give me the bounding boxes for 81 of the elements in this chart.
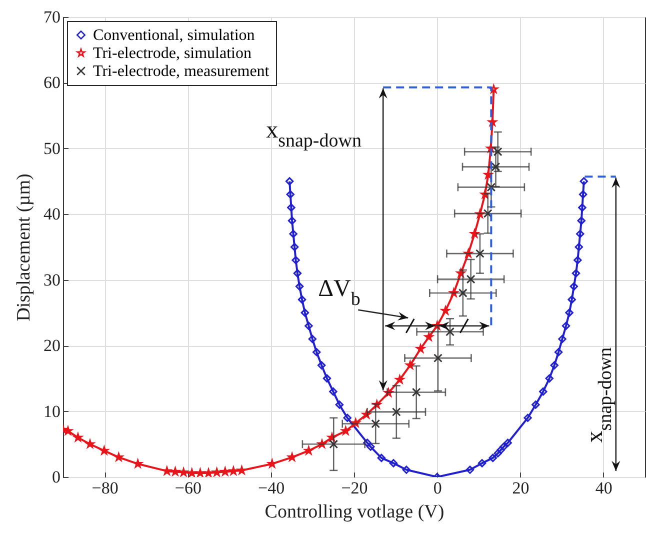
legend-label: Tri-electrode, simulation bbox=[93, 45, 252, 62]
point bbox=[412, 388, 421, 397]
x-tick-label: 20 bbox=[512, 478, 530, 498]
point bbox=[308, 334, 317, 344]
point bbox=[363, 438, 372, 447]
point bbox=[539, 387, 548, 396]
point bbox=[578, 190, 588, 199]
point bbox=[295, 282, 304, 291]
point bbox=[312, 348, 321, 356]
point bbox=[572, 269, 580, 278]
point bbox=[488, 454, 497, 462]
point bbox=[392, 407, 401, 416]
point bbox=[304, 322, 313, 330]
point bbox=[524, 414, 532, 422]
legend-label: Conventional, simulation bbox=[93, 27, 255, 44]
point bbox=[577, 216, 586, 225]
point bbox=[300, 308, 310, 317]
y-tick-label: 70 bbox=[44, 8, 60, 26]
point bbox=[578, 203, 586, 212]
x-tick-label: 0 bbox=[433, 478, 442, 498]
point bbox=[570, 282, 578, 291]
point bbox=[343, 414, 352, 422]
x-tick-label: −60 bbox=[174, 478, 202, 498]
point bbox=[580, 177, 588, 186]
point bbox=[558, 334, 566, 344]
y-tick-label: 10 bbox=[44, 402, 60, 421]
point bbox=[532, 400, 540, 409]
point bbox=[335, 400, 344, 409]
point bbox=[550, 361, 558, 370]
point bbox=[458, 288, 468, 298]
point bbox=[562, 322, 570, 330]
point bbox=[290, 242, 299, 252]
point bbox=[476, 249, 484, 258]
point bbox=[371, 419, 380, 428]
point bbox=[288, 216, 296, 225]
y-tick-label: 50 bbox=[44, 138, 60, 158]
x-tick-label: −20 bbox=[341, 478, 368, 498]
x-axis-title: Controlling votlage (V) bbox=[264, 502, 444, 522]
x-tick-label: −80 bbox=[92, 478, 118, 498]
point bbox=[298, 295, 306, 304]
point bbox=[293, 269, 302, 278]
point bbox=[466, 466, 474, 474]
point bbox=[329, 387, 338, 396]
point bbox=[322, 374, 332, 383]
point bbox=[486, 144, 496, 152]
point bbox=[500, 442, 508, 451]
point bbox=[576, 230, 584, 238]
legend-label: Tri-electrode, measurement bbox=[93, 63, 270, 80]
y-tick-label: 30 bbox=[44, 270, 60, 290]
point bbox=[574, 256, 582, 264]
point bbox=[317, 361, 326, 370]
point bbox=[478, 459, 486, 468]
point bbox=[286, 190, 294, 199]
point bbox=[494, 449, 502, 458]
annotation: ΔV$_{b}$ bbox=[318, 276, 360, 310]
x-tick-label: 40 bbox=[595, 478, 612, 498]
point bbox=[565, 308, 574, 317]
point bbox=[366, 442, 375, 451]
point bbox=[568, 295, 576, 304]
point bbox=[504, 438, 512, 447]
point bbox=[377, 454, 386, 462]
point bbox=[466, 274, 476, 284]
point bbox=[389, 459, 398, 468]
y-tick-label: 20 bbox=[44, 336, 60, 356]
point bbox=[287, 203, 296, 212]
point bbox=[446, 327, 454, 336]
annotation: x$_{snap-down}$ bbox=[266, 117, 362, 151]
y-tick-label: 60 bbox=[44, 73, 60, 92]
point bbox=[545, 374, 554, 383]
y-tick-label: 40 bbox=[44, 204, 60, 224]
x-tick-label: −40 bbox=[258, 478, 285, 498]
point bbox=[289, 230, 298, 238]
point bbox=[402, 466, 410, 474]
point bbox=[574, 242, 584, 252]
point bbox=[496, 446, 505, 454]
point bbox=[554, 348, 563, 356]
point bbox=[292, 256, 300, 264]
point bbox=[434, 354, 442, 363]
point bbox=[285, 177, 294, 186]
y-axis-title: Displacement (µm) bbox=[14, 174, 34, 322]
point bbox=[329, 440, 338, 449]
